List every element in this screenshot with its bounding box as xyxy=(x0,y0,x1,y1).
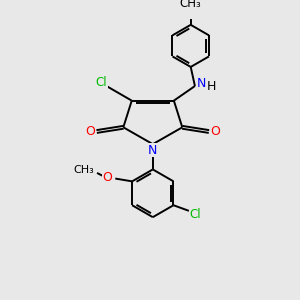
Text: N: N xyxy=(197,77,206,90)
Text: H: H xyxy=(207,80,216,92)
Text: Cl: Cl xyxy=(189,208,201,221)
Text: O: O xyxy=(103,171,112,184)
Text: O: O xyxy=(85,125,95,138)
Text: CH₃: CH₃ xyxy=(180,0,202,10)
Text: N: N xyxy=(148,144,158,157)
Text: CH₃: CH₃ xyxy=(74,165,94,175)
Text: Cl: Cl xyxy=(96,76,107,89)
Text: O: O xyxy=(210,125,220,138)
